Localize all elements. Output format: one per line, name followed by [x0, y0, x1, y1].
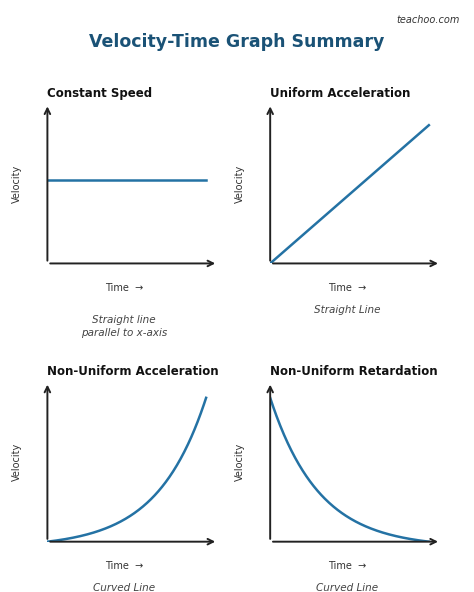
Text: Non-Uniform Acceleration: Non-Uniform Acceleration: [47, 365, 219, 378]
Text: Curved Line: Curved Line: [316, 583, 378, 592]
Text: Time  →: Time →: [328, 282, 366, 292]
Text: Curved Line: Curved Line: [93, 583, 155, 592]
Text: teachoo.com: teachoo.com: [396, 15, 460, 25]
Text: Uniform Acceleration: Uniform Acceleration: [270, 86, 410, 99]
Text: Velocity: Velocity: [12, 165, 22, 202]
Text: Velocity: Velocity: [235, 165, 245, 202]
Text: Time  →: Time →: [105, 561, 143, 571]
Text: Non-Uniform Retardation: Non-Uniform Retardation: [270, 365, 438, 378]
Text: Straight line
parallel to x-axis: Straight line parallel to x-axis: [81, 314, 167, 338]
Text: Velocity: Velocity: [12, 443, 22, 481]
Text: Straight Line: Straight Line: [314, 305, 380, 315]
Text: Time  →: Time →: [328, 561, 366, 571]
Text: Velocity: Velocity: [235, 443, 245, 481]
Text: Velocity-Time Graph Summary: Velocity-Time Graph Summary: [89, 33, 385, 50]
Text: Time  →: Time →: [105, 282, 143, 292]
Text: Constant Speed: Constant Speed: [47, 86, 153, 99]
